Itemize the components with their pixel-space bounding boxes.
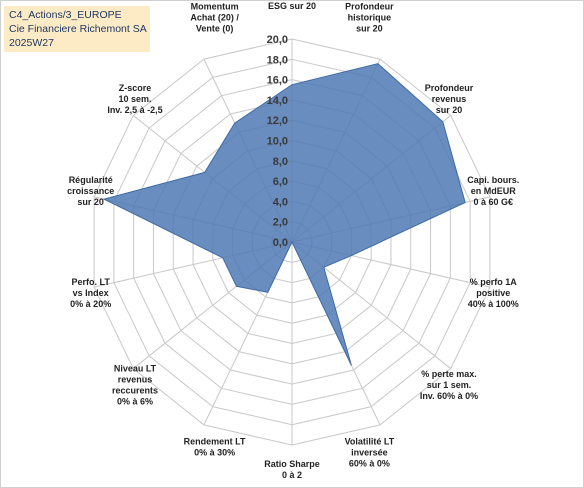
axis-label-2-line-2: sur 20	[436, 105, 463, 115]
axis-label-11-line-1: croissance	[67, 186, 114, 196]
axis-label-12-line-0: Z-score	[119, 83, 152, 93]
axis-label-3-line-1: en MdEUR	[471, 186, 517, 196]
axis-label-1-line-0: Profondeur	[345, 2, 394, 12]
axis-label-4-line-2: 40% à 100%	[468, 299, 519, 309]
axis-label-5-line-0: % perte max.	[421, 369, 477, 379]
title-category: C4_Actions/3_EUROPE	[9, 9, 122, 21]
axis-label-1-line-1: historique	[348, 13, 392, 23]
axis-label-13-line-1: Achat (20) /	[190, 13, 239, 23]
axis-label-6-line-2: 60% à 0%	[349, 458, 390, 468]
axis-label-11-line-2: sur 20	[77, 197, 104, 207]
axis-label-13-line-2: Vente (0)	[196, 24, 234, 34]
axis-label-2-line-1: revenus	[432, 94, 467, 104]
axis-label-8-line-1: 0% à 30%	[194, 447, 235, 457]
axis-label-13-line-0: Momentum	[191, 2, 239, 12]
tick-label-3: 6,0	[273, 176, 288, 188]
axis-label-4-line-0: % perfo 1A	[470, 277, 518, 287]
axis-label-6-line-0: Volatilité LT	[345, 436, 395, 446]
tick-label-10: 20,0	[267, 34, 288, 46]
axis-label-5-line-1: sur 1 sem.	[427, 380, 472, 390]
tick-label-9: 18,0	[267, 54, 288, 66]
title-week: 2025W27	[9, 37, 54, 49]
axis-label-0: NoteESG sur 20	[268, 1, 316, 11]
axis-label-9-line-2: reccurents	[112, 385, 158, 395]
axis-label-6-line-1: inversée	[351, 447, 388, 457]
axis-label-4-line-1: positive	[476, 288, 510, 298]
tick-label-1: 2,0	[273, 217, 288, 229]
axis-label-9-line-1: revenus	[118, 374, 153, 384]
series-area-0	[102, 63, 466, 366]
axis-label-7-line-0: Ratio Sharpe	[264, 459, 320, 469]
axis-label-1-line-2: sur 20	[356, 24, 383, 34]
tick-label-5: 10,0	[267, 136, 288, 148]
axis-label-5-line-2: Inv. 60% à 0%	[420, 391, 478, 401]
axis-label-10-line-2: 0% à 20%	[70, 299, 111, 309]
tick-label-8: 16,0	[267, 75, 288, 87]
title-company: Cie Financiere Richemont SA	[9, 23, 147, 35]
chart-title-box: C4_Actions/3_EUROPE Cie Financiere Riche…	[4, 6, 150, 52]
axis-label-8: Rendement LT0% à 30%	[184, 436, 246, 457]
tick-label-4: 8,0	[273, 156, 288, 168]
tick-label-2: 4,0	[273, 196, 288, 208]
axis-label-3-line-2: 0 à 60 G€	[474, 197, 514, 207]
axis-label-3-line-0: Capi. bours.	[467, 175, 519, 185]
tick-label-6: 12,0	[267, 115, 288, 127]
axis-label-8-line-0: Rendement LT	[184, 436, 246, 446]
axis-label-11-line-0: Régularité	[69, 175, 113, 185]
axis-label-2-line-0: Profondeur	[425, 83, 474, 93]
axis-label-12-line-1: 10 sem.	[118, 94, 151, 104]
axis-label-10-line-1: vs Index	[73, 288, 109, 298]
tick-label-7: 14,0	[267, 95, 288, 107]
axis-label-12-line-2: Inv. 2,5 à -2,5	[107, 105, 162, 115]
tick-label-0: 0,0	[273, 237, 288, 249]
axis-label-5: % perte max.sur 1 sem.Inv. 60% à 0%	[420, 369, 478, 401]
axis-label-7-line-1: 0 à 2	[282, 470, 302, 480]
axis-label-0-line-1: ESG sur 20	[268, 1, 316, 11]
axis-label-10-line-0: Perfo. LT	[72, 277, 111, 287]
axis-label-9-line-3: 0% à 6%	[117, 396, 153, 406]
axis-label-9-line-0: Niveau LT	[114, 363, 157, 373]
